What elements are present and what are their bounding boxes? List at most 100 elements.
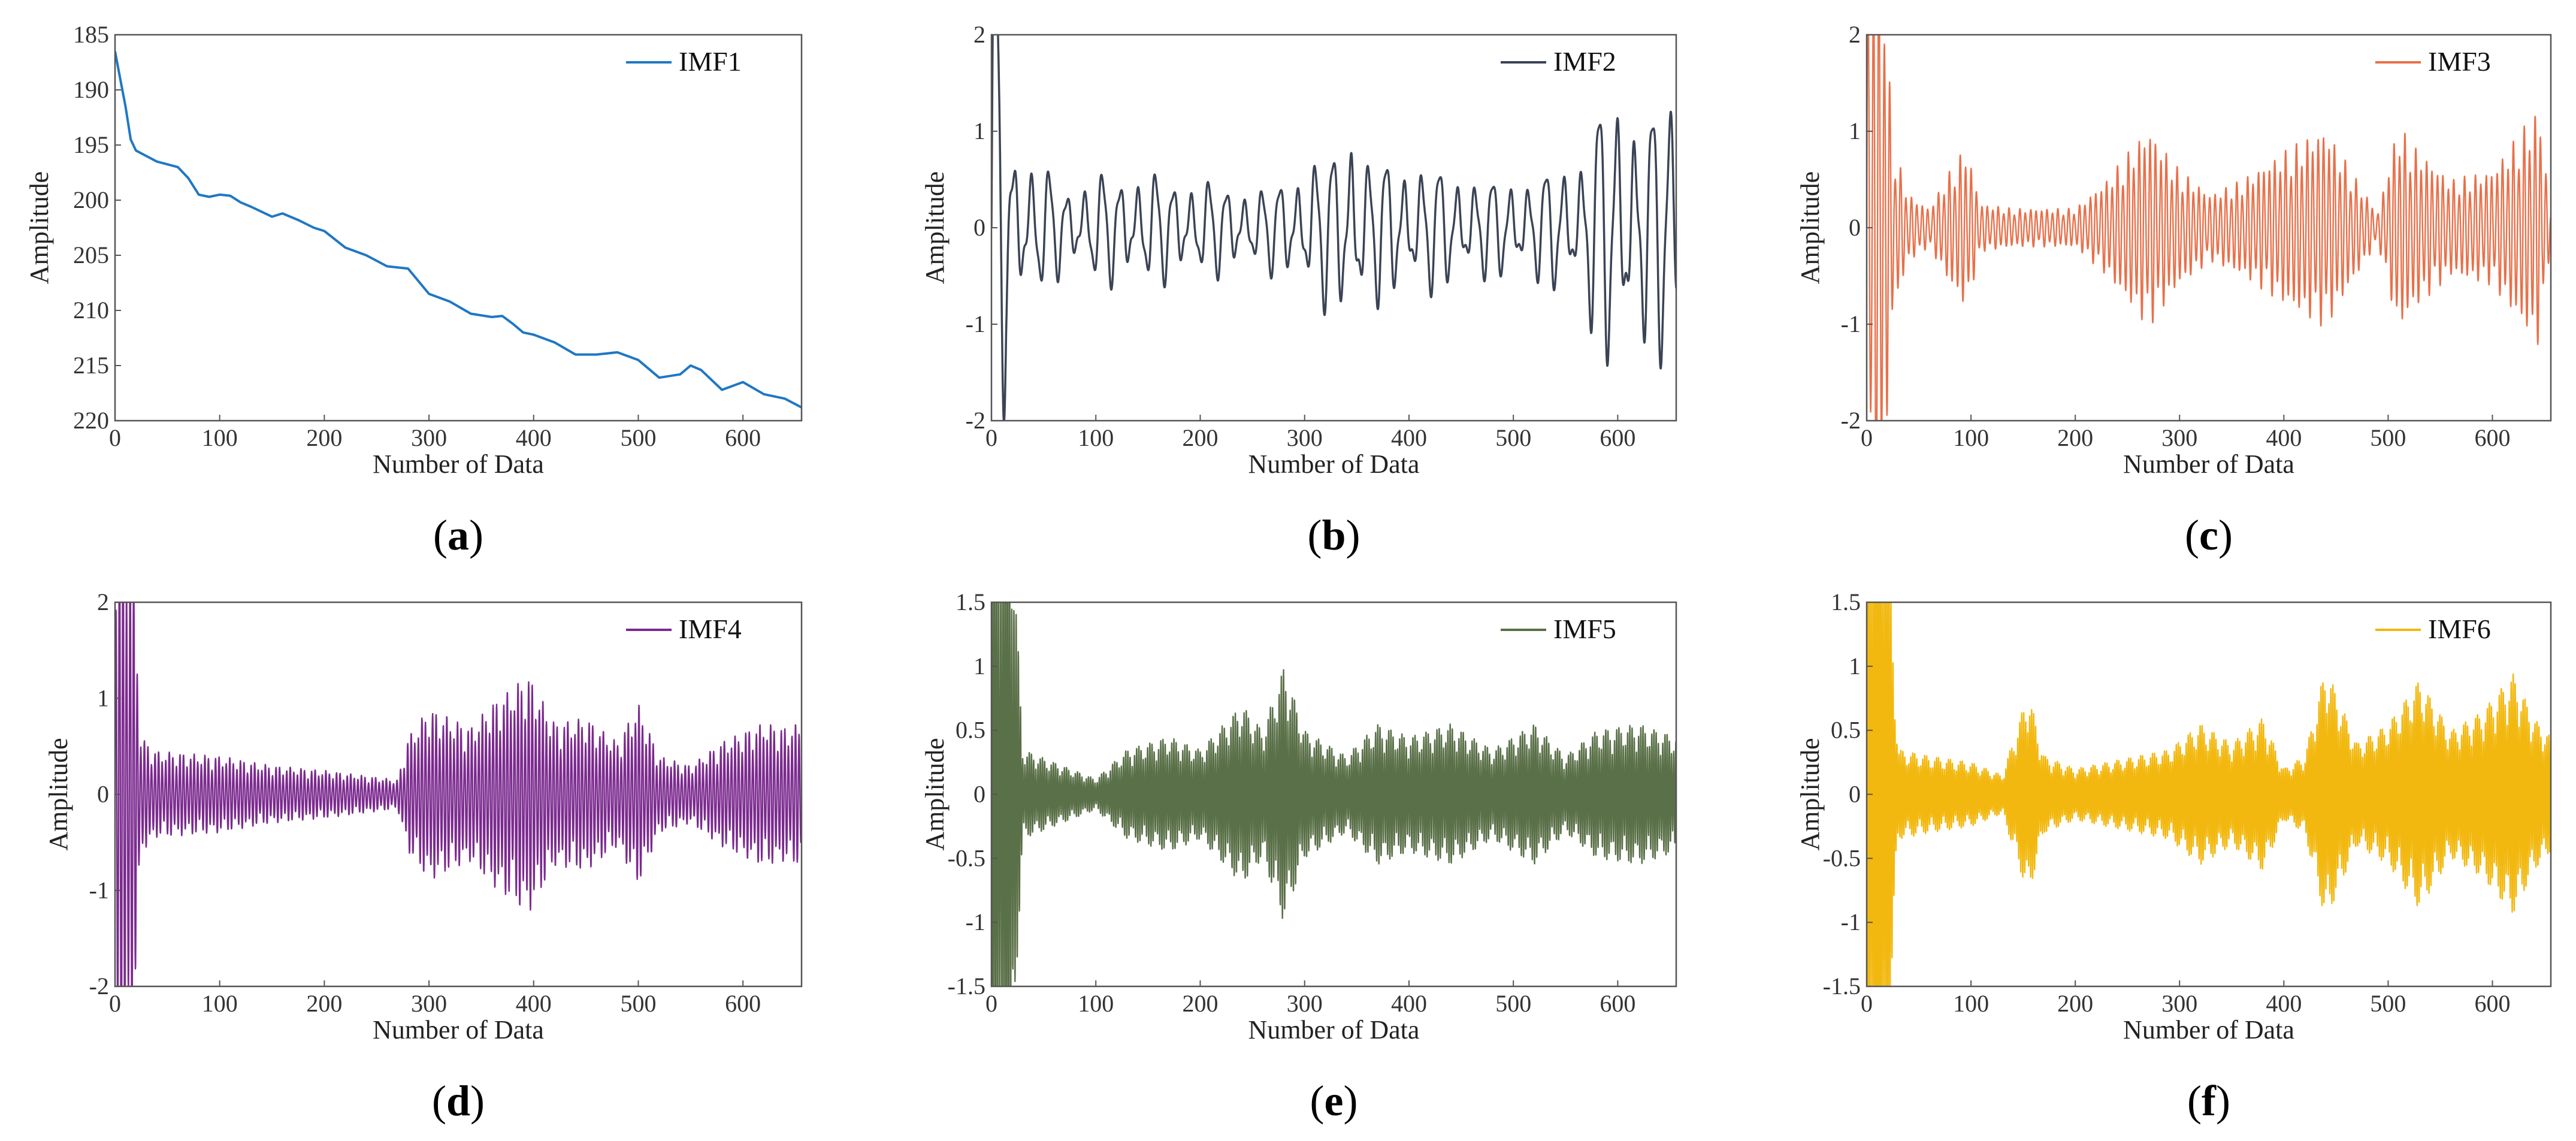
- x-axis-title: Number of Data: [1248, 449, 1420, 479]
- y-tick-label: 200: [73, 186, 109, 213]
- x-tick-label: 100: [1078, 424, 1114, 451]
- x-tick-label: 0: [1861, 990, 1873, 1017]
- x-tick-label: 100: [202, 990, 238, 1017]
- y-tick-label: -1: [966, 310, 985, 337]
- x-tick-label: 0: [1861, 424, 1873, 451]
- x-axis-title: Number of Data: [373, 449, 544, 479]
- x-tick-label: 0: [109, 990, 121, 1017]
- y-tick-label: 0.5: [956, 717, 985, 744]
- y-axis-title: Amplitude: [25, 171, 54, 284]
- x-tick-label: 400: [516, 990, 552, 1017]
- panel-caption: (f): [2187, 1077, 2230, 1125]
- y-tick-label: -1: [89, 877, 109, 904]
- y-tick-label: -2: [1841, 407, 1861, 434]
- y-tick-label: 0: [973, 781, 985, 808]
- y-tick-label: 1.5: [956, 588, 985, 615]
- plot-frame: [990, 34, 1677, 422]
- y-tick-label: 190: [73, 76, 109, 103]
- x-tick-label: 100: [202, 424, 238, 451]
- x-axis-title: Number of Data: [1248, 1015, 1420, 1045]
- x-axis-title: Number of Data: [373, 1015, 544, 1045]
- y-axis-title: Amplitude: [920, 738, 950, 850]
- y-tick-label: 0: [1849, 214, 1861, 241]
- x-tick-label: 200: [306, 424, 342, 451]
- x-tick-label: 300: [1287, 424, 1323, 451]
- x-tick-label: 400: [1391, 990, 1427, 1017]
- x-tick-label: 100: [1953, 424, 1989, 451]
- legend-label: IMF4: [679, 614, 742, 644]
- x-tick-label: 0: [109, 424, 121, 451]
- x-tick-label: 500: [2370, 990, 2406, 1017]
- y-axis-title: Amplitude: [44, 738, 73, 850]
- x-tick-label: 200: [1182, 424, 1218, 451]
- x-tick-label: 300: [2161, 424, 2197, 451]
- series-line-imf4: [115, 602, 802, 986]
- panel-b: 0 100 200 300 400 500 600 -2 -1 0 1 2 Number of Data…: [920, 21, 1677, 559]
- panel-caption: (b): [1307, 511, 1360, 559]
- y-tick-label: -1: [966, 908, 985, 935]
- x-tick-label: 200: [2057, 990, 2093, 1017]
- y-tick-label: 0: [97, 781, 109, 808]
- x-tick-label: 600: [725, 424, 761, 451]
- panel-c: 0 100 200 300 400 500 600 -2 -1 0 1 2 Number of Data…: [1795, 21, 2552, 559]
- x-tick-label: 500: [1495, 990, 1531, 1017]
- y-tick-label: 0: [1849, 781, 1861, 808]
- y-tick-label: 0: [973, 214, 985, 241]
- panel-e: 0 100 200 300 400 500 600 -1.5 -1 -0.5 0 0.5 1 1.5 Num…: [920, 588, 1677, 1125]
- panel-caption: (c): [2185, 511, 2233, 559]
- x-tick-label: 400: [516, 424, 552, 451]
- y-tick-label: 185: [73, 21, 109, 48]
- y-tick-label: 1: [1849, 653, 1861, 680]
- y-tick-label: 2: [973, 21, 985, 48]
- panel-caption: (d): [432, 1077, 485, 1125]
- y-tick-label: 1: [973, 653, 985, 680]
- legend-label: IMF6: [2428, 614, 2491, 644]
- x-axis-title: Number of Data: [2123, 1015, 2294, 1045]
- y-tick-label: -2: [89, 973, 109, 1000]
- x-tick-label: 400: [2266, 424, 2302, 451]
- series-line-imf6: [1867, 602, 2551, 986]
- y-axis-title: Amplitude: [1795, 738, 1825, 850]
- x-tick-label: 100: [1953, 990, 1989, 1017]
- x-tick-label: 500: [620, 990, 656, 1017]
- x-tick-label: 300: [411, 990, 447, 1017]
- legend-label: IMF1: [679, 46, 742, 77]
- x-tick-label: 200: [2057, 424, 2093, 451]
- legend-label: IMF3: [2428, 46, 2491, 77]
- y-axis-title: Amplitude: [1795, 171, 1825, 284]
- y-tick-label: 1.5: [1831, 588, 1861, 615]
- panel-caption: (e): [1310, 1077, 1358, 1125]
- x-tick-label: 500: [1495, 424, 1531, 451]
- series-line-imf2: [991, 35, 1676, 421]
- y-tick-label: 205: [73, 242, 109, 268]
- y-tick-label: 2: [97, 588, 109, 615]
- y-tick-label: 1: [1849, 117, 1861, 144]
- x-tick-label: 600: [725, 990, 761, 1017]
- y-tick-label: -1.5: [948, 973, 985, 1000]
- x-tick-label: 300: [2161, 990, 2197, 1017]
- y-tick-label: 195: [73, 131, 109, 158]
- y-tick-label: -0.5: [1823, 844, 1861, 871]
- x-tick-label: 500: [2370, 424, 2406, 451]
- y-tick-label: -2: [966, 407, 985, 434]
- panel-d: 0 100 200 300 400 500 600 -2 -1 0 1 2 Number of Data…: [44, 588, 803, 1125]
- x-axis-title: Number of Data: [2123, 449, 2294, 479]
- legend-label: IMF5: [1553, 614, 1616, 644]
- y-tick-label: 220: [73, 407, 109, 434]
- y-tick-label: 210: [73, 297, 109, 324]
- series-line-imf1: [115, 51, 802, 409]
- panel-f: 0 100 200 300 400 500 600 -1.5 -1 -0.5 0 0.5 1 1.5 Num…: [1795, 588, 2552, 1125]
- panel-caption: (a): [433, 511, 483, 559]
- y-tick-label: 2: [1849, 21, 1861, 48]
- x-tick-label: 200: [306, 990, 342, 1017]
- x-tick-label: 400: [1391, 424, 1427, 451]
- panels: 0 100 200 300 400 500 600185190195200205210215…: [25, 21, 2552, 1125]
- x-tick-label: 600: [1600, 990, 1635, 1017]
- x-tick-label: 0: [985, 424, 997, 451]
- x-tick-label: 300: [1287, 990, 1323, 1017]
- x-tick-label: 600: [2475, 990, 2511, 1017]
- y-axis-title: Amplitude: [920, 171, 950, 284]
- series-line-imf5: [991, 602, 1676, 986]
- x-tick-label: 500: [620, 424, 656, 451]
